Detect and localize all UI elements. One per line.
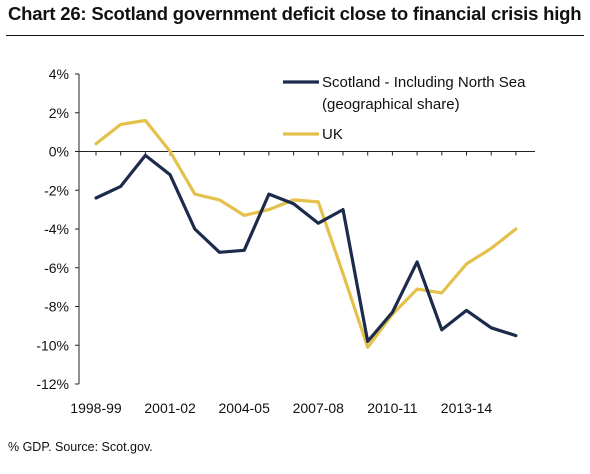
y-tick-label: -4% [44,221,69,237]
legend-label-scotland: (geographical share) [322,96,460,113]
y-tick-label: -12% [36,376,69,392]
source-note: % GDP. Source: Scot.gov. [8,440,153,454]
x-tick-label: 2013-14 [441,400,493,416]
chart-title: Chart 26: Scotland government deficit cl… [8,3,582,24]
legend-label-uk: UK [322,126,343,143]
y-tick-label: 0% [49,144,69,160]
x-tick-label: 2007-08 [293,400,345,416]
y-tick-label: -8% [44,299,69,315]
title-rule [6,35,584,36]
x-tick-label: 1998-99 [70,400,122,416]
y-tick-label: -2% [44,182,69,198]
legend-label-scotland: Scotland - Including North Sea [322,74,526,91]
y-tick-label: -10% [36,337,69,353]
x-tick-label: 2001-02 [144,400,196,416]
y-tick-label: 4% [49,66,69,82]
series-line-uk [94,118,518,349]
x-tick-label: 2004-05 [219,400,271,416]
x-tick-label: 2010-11 [367,400,418,416]
y-tick-label: -6% [44,260,69,276]
y-tick-label: 2% [49,105,69,121]
series-line-scotland [94,153,518,343]
